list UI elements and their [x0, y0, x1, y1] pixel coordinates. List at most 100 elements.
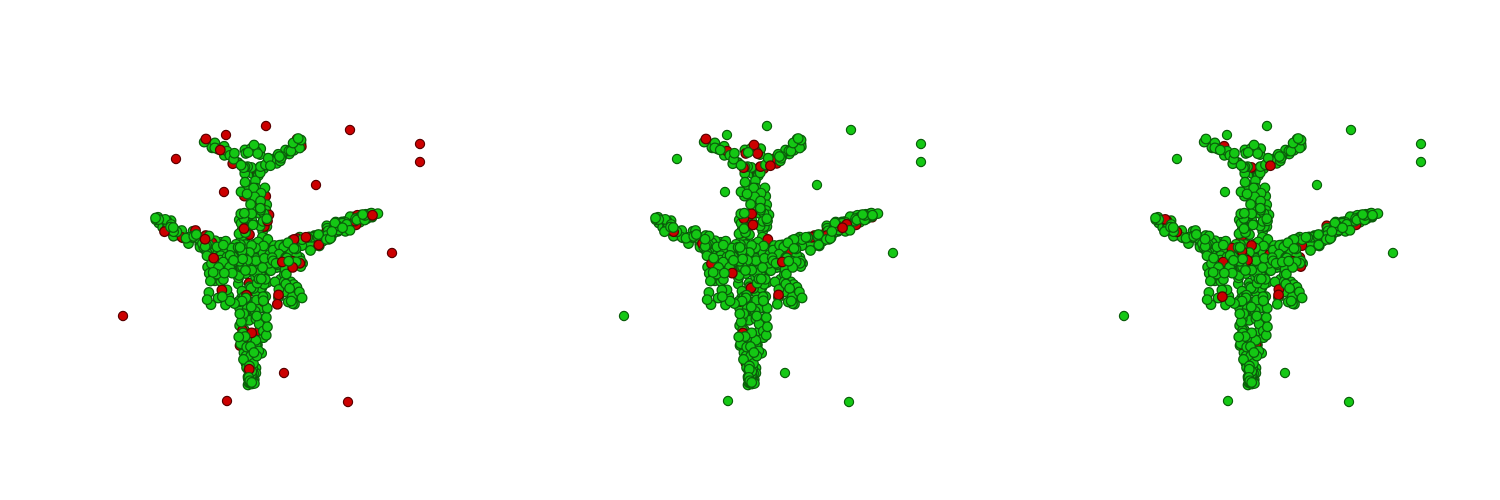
point-cloud-panel-3 [1000, 0, 1500, 500]
surface-point [255, 273, 267, 285]
outlier-point [310, 179, 322, 191]
surface-point [1200, 133, 1212, 145]
surface-point [746, 377, 758, 388]
outlier-point [1261, 120, 1273, 132]
outlier-point [1343, 396, 1355, 408]
surface-point [667, 222, 679, 233]
airplane-point-cloud-3 [1118, 120, 1427, 408]
noisy-point [837, 222, 848, 234]
surface-point [738, 354, 749, 365]
surface-point [261, 213, 273, 225]
surface-point [1246, 377, 1258, 388]
outlier-point [278, 367, 290, 379]
surface-point [771, 298, 783, 310]
surface-point [247, 219, 259, 231]
noisy-point [200, 133, 212, 145]
outlier-point [915, 138, 927, 150]
airplane-point-cloud-1 [117, 120, 426, 408]
outlier-point [618, 310, 630, 322]
surface-point [741, 188, 753, 200]
surface-point [1150, 212, 1161, 224]
surface-point [1239, 176, 1251, 188]
surface-point [305, 245, 316, 256]
noisy-point [1265, 160, 1276, 172]
noisy-point [273, 289, 284, 301]
surface-point [792, 133, 804, 144]
outlier-point [779, 367, 791, 379]
surface-point [217, 239, 229, 251]
outlier-point [221, 395, 233, 407]
noisy-point [765, 160, 776, 172]
surface-point [1233, 331, 1245, 343]
noisy-point [1216, 291, 1228, 303]
surface-point [245, 198, 257, 210]
surface-point [1245, 301, 1257, 313]
outlier-point [722, 395, 734, 407]
surface-point [1271, 298, 1283, 310]
surface-point [714, 144, 726, 156]
surface-point [167, 222, 179, 233]
surface-point [826, 226, 838, 237]
surface-point [237, 253, 249, 265]
outlier-point [386, 247, 398, 259]
surface-point [284, 282, 296, 294]
noisy-point [1273, 289, 1284, 301]
outlier-point [1222, 395, 1234, 407]
airplane-point-cloud-2 [618, 120, 927, 408]
surface-point [233, 331, 245, 343]
surface-point [313, 229, 324, 240]
surface-point [1283, 255, 1295, 267]
surface-point [292, 133, 304, 144]
noisy-point [700, 133, 712, 145]
surface-point [1237, 253, 1249, 265]
outlier-point [260, 120, 272, 132]
noisy-point [199, 233, 211, 245]
surface-point [805, 245, 816, 256]
surface-point [190, 229, 202, 240]
surface-point [742, 147, 754, 158]
surface-point [1201, 294, 1213, 306]
surface-point [755, 273, 767, 285]
outlier-point [344, 124, 356, 136]
surface-point [1167, 222, 1179, 233]
surface-point [238, 354, 249, 365]
surface-point [745, 198, 757, 210]
surface-point [1288, 243, 1300, 254]
surface-point [737, 253, 749, 265]
surface-point [751, 310, 763, 322]
surface-point [285, 295, 297, 307]
surface-point [235, 159, 247, 171]
surface-point [260, 312, 272, 323]
surface-point [785, 295, 797, 307]
surface-point [1261, 213, 1273, 225]
surface-point [1296, 292, 1308, 304]
surface-point [257, 295, 269, 307]
surface-point [754, 202, 766, 214]
surface-point [245, 301, 257, 313]
noisy-point [747, 219, 759, 231]
surface-point [716, 291, 728, 303]
surface-point [1199, 233, 1211, 245]
surface-point [248, 347, 260, 358]
outlier-point [811, 179, 823, 191]
surface-point [1367, 209, 1378, 221]
surface-point [735, 159, 747, 171]
outlier-point [671, 153, 683, 165]
outlier-point [1311, 179, 1323, 191]
surface-point [1313, 229, 1324, 240]
outlier-point [1387, 247, 1399, 259]
surface-point [708, 252, 720, 264]
surface-point [240, 265, 251, 276]
outlier-point [843, 396, 855, 408]
surface-point [207, 266, 219, 278]
surface-point [783, 255, 795, 267]
surface-point [1208, 252, 1220, 264]
surface-point [1280, 268, 1292, 280]
surface-point [1235, 159, 1247, 171]
surface-point [337, 222, 348, 234]
outlier-point [761, 120, 773, 132]
surface-point [728, 147, 740, 159]
surface-point [216, 291, 228, 303]
surface-point [739, 176, 751, 188]
outlier-point [1415, 138, 1427, 150]
